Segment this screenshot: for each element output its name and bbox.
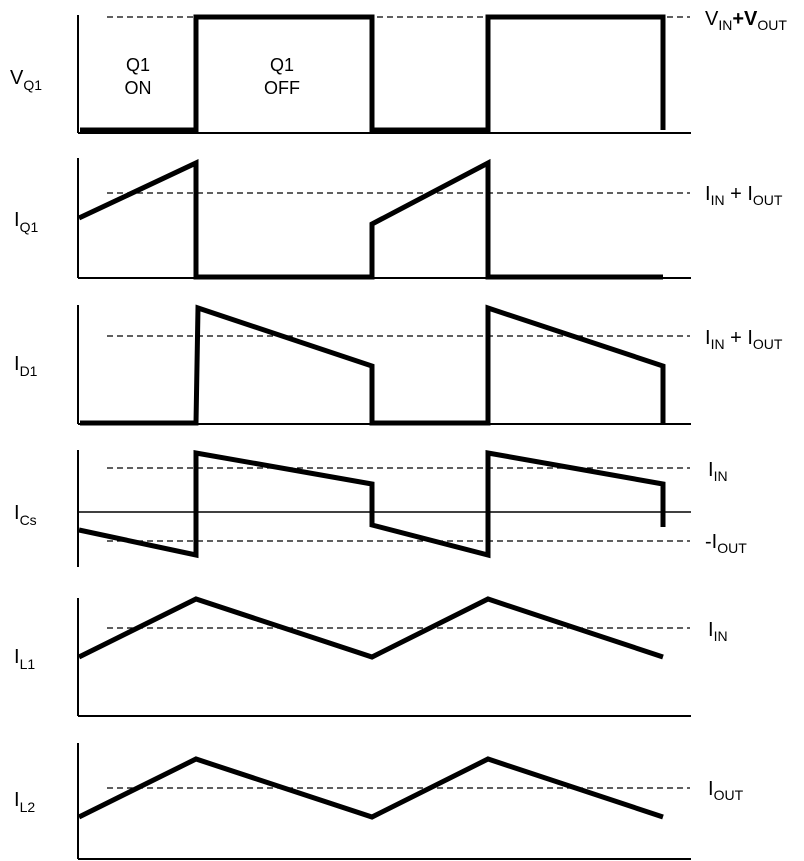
iq1-waveform [77,158,663,280]
il2-waveform [77,756,664,820]
vq1-reference-label: VIN+VOUT [705,8,787,33]
iq1-reference-label: IIN + IOUT [705,183,783,208]
iq1-label: IQ1 [14,209,38,235]
panel-iq1: IQ1 IIN + IOUT [14,158,783,280]
il1-reference-label: IIN [708,619,728,644]
ics-waveform [78,450,666,559]
il1-label: IL1 [14,646,35,672]
panel-il2: IL2 IOUT [14,743,744,860]
il2-label: IL2 [14,789,35,815]
q1-on-label-line2: ON [125,78,152,98]
panel-id1: ID1 IIN + IOUT [14,304,783,426]
q1-off-label-line1: Q1 [270,55,294,75]
panel-il1: IL1 IIN [14,596,728,717]
ics-upper-reference-label: IIN [708,459,728,484]
ics-label: ICs [14,502,37,528]
vq1-label: VQ1 [10,67,42,93]
id1-reference-label: IIN + IOUT [705,327,783,352]
id1-label: ID1 [14,353,38,379]
panel-ics: ICs IIN -IOUT [14,450,747,567]
id1-waveform [80,304,666,426]
panel-vq1: VQ1 Q1 ON Q1 OFF VIN+VOUT [10,8,787,134]
q1-off-label-line2: OFF [264,78,300,98]
vq1-waveform [80,14,666,133]
q1-on-label-line1: Q1 [126,55,150,75]
ics-lower-reference-label: -IOUT [705,531,747,556]
il1-waveform [77,596,664,660]
il2-reference-label: IOUT [708,778,744,803]
